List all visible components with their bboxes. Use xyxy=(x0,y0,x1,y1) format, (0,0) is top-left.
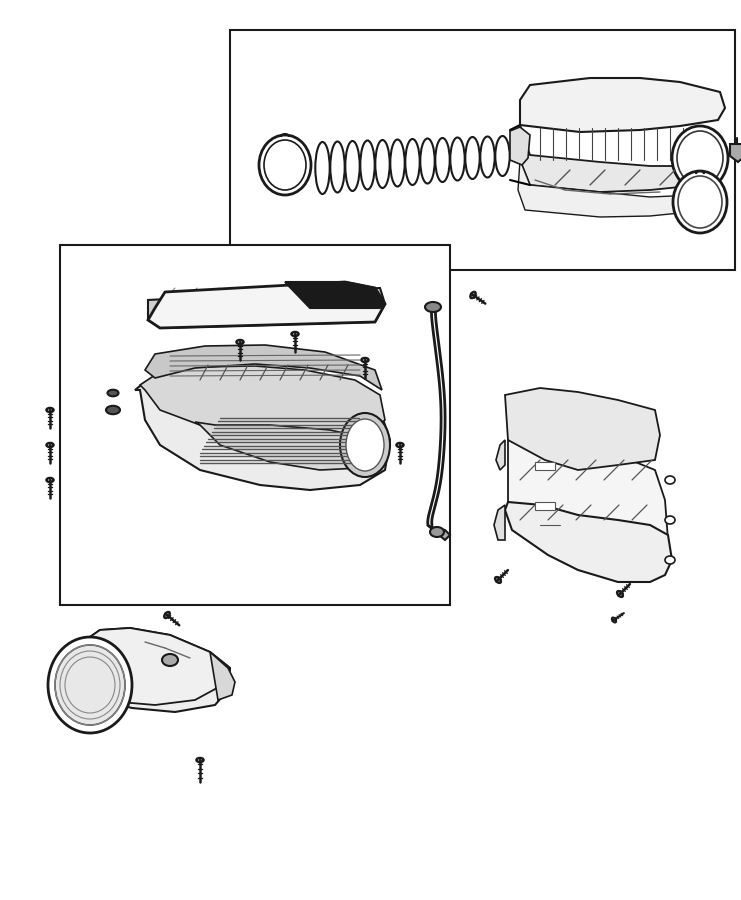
Ellipse shape xyxy=(345,141,359,191)
Bar xyxy=(535,462,555,470)
Ellipse shape xyxy=(196,758,204,762)
Ellipse shape xyxy=(259,135,311,195)
Ellipse shape xyxy=(451,138,465,181)
Polygon shape xyxy=(508,435,668,558)
Ellipse shape xyxy=(330,141,345,193)
Polygon shape xyxy=(494,505,505,540)
Ellipse shape xyxy=(48,637,132,733)
Ellipse shape xyxy=(678,176,722,228)
Polygon shape xyxy=(145,345,382,390)
Polygon shape xyxy=(520,78,725,132)
Polygon shape xyxy=(505,388,660,470)
Ellipse shape xyxy=(471,292,476,298)
Ellipse shape xyxy=(405,139,419,185)
Ellipse shape xyxy=(465,137,479,179)
Polygon shape xyxy=(518,160,718,217)
Ellipse shape xyxy=(316,142,330,194)
Polygon shape xyxy=(135,375,390,490)
Bar xyxy=(60,245,450,605)
Bar xyxy=(535,502,555,510)
Ellipse shape xyxy=(106,406,120,414)
Ellipse shape xyxy=(617,591,623,597)
Ellipse shape xyxy=(495,577,501,583)
Ellipse shape xyxy=(360,140,375,190)
Ellipse shape xyxy=(672,126,728,190)
Ellipse shape xyxy=(236,340,244,344)
Ellipse shape xyxy=(396,443,404,447)
Ellipse shape xyxy=(391,140,405,186)
Ellipse shape xyxy=(346,419,384,471)
Polygon shape xyxy=(148,282,385,328)
Polygon shape xyxy=(505,502,672,582)
Bar xyxy=(230,30,735,270)
Ellipse shape xyxy=(480,137,495,177)
Ellipse shape xyxy=(291,332,299,336)
Polygon shape xyxy=(496,440,505,470)
Ellipse shape xyxy=(55,645,125,725)
Ellipse shape xyxy=(435,138,450,182)
Ellipse shape xyxy=(425,302,441,312)
Polygon shape xyxy=(730,144,741,162)
Ellipse shape xyxy=(264,140,306,190)
Ellipse shape xyxy=(665,476,675,484)
Ellipse shape xyxy=(47,478,53,482)
Ellipse shape xyxy=(165,612,170,618)
Ellipse shape xyxy=(340,413,390,477)
Ellipse shape xyxy=(665,556,675,564)
Polygon shape xyxy=(148,288,385,328)
Polygon shape xyxy=(285,282,385,308)
Ellipse shape xyxy=(673,171,727,233)
Ellipse shape xyxy=(430,527,444,537)
Ellipse shape xyxy=(362,358,368,362)
Polygon shape xyxy=(510,127,530,165)
Polygon shape xyxy=(90,628,230,712)
Polygon shape xyxy=(140,366,385,436)
Ellipse shape xyxy=(162,654,178,666)
Polygon shape xyxy=(427,525,450,540)
Ellipse shape xyxy=(47,408,53,412)
Ellipse shape xyxy=(612,617,616,623)
Ellipse shape xyxy=(47,443,53,447)
Polygon shape xyxy=(520,125,718,192)
Ellipse shape xyxy=(677,131,723,185)
Ellipse shape xyxy=(420,139,435,184)
Ellipse shape xyxy=(375,140,390,188)
Ellipse shape xyxy=(107,390,119,396)
Ellipse shape xyxy=(495,136,510,176)
Polygon shape xyxy=(210,652,235,700)
Polygon shape xyxy=(90,628,230,705)
Ellipse shape xyxy=(665,516,675,524)
Polygon shape xyxy=(195,422,380,470)
